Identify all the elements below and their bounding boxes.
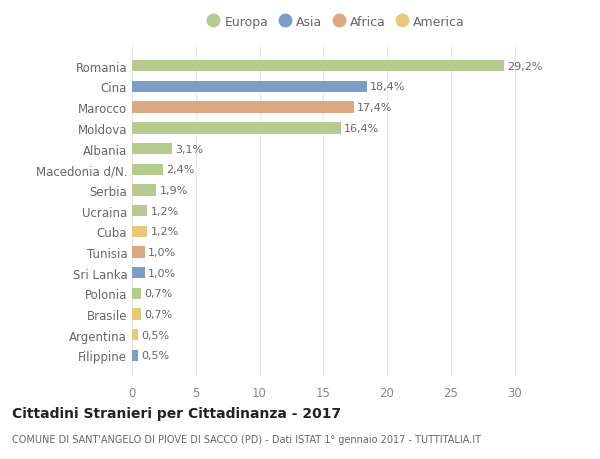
- Bar: [132, 102, 354, 113]
- Text: 29,2%: 29,2%: [508, 62, 543, 72]
- Text: 18,4%: 18,4%: [370, 82, 405, 92]
- Text: 1,9%: 1,9%: [160, 185, 188, 196]
- Bar: [132, 61, 504, 72]
- Bar: [132, 288, 141, 299]
- Text: 0,7%: 0,7%: [144, 309, 172, 319]
- Bar: [132, 185, 156, 196]
- Text: 0,5%: 0,5%: [142, 351, 170, 361]
- Text: Cittadini Stranieri per Cittadinanza - 2017: Cittadini Stranieri per Cittadinanza - 2…: [12, 406, 341, 420]
- Bar: [132, 330, 139, 341]
- Text: 16,4%: 16,4%: [344, 123, 380, 134]
- Bar: [132, 226, 148, 237]
- Bar: [132, 82, 367, 93]
- Text: 0,5%: 0,5%: [142, 330, 170, 340]
- Text: 1,2%: 1,2%: [151, 227, 179, 237]
- Text: 2,4%: 2,4%: [166, 165, 194, 175]
- Text: 3,1%: 3,1%: [175, 144, 203, 154]
- Legend: Europa, Asia, Africa, America: Europa, Asia, Africa, America: [203, 12, 469, 33]
- Bar: [132, 206, 148, 217]
- Text: 1,0%: 1,0%: [148, 247, 176, 257]
- Text: COMUNE DI SANT'ANGELO DI PIOVE DI SACCO (PD) - Dati ISTAT 1° gennaio 2017 - TUTT: COMUNE DI SANT'ANGELO DI PIOVE DI SACCO …: [12, 434, 481, 444]
- Bar: [132, 247, 145, 258]
- Bar: [132, 350, 139, 361]
- Text: 0,7%: 0,7%: [144, 289, 172, 299]
- Bar: [132, 164, 163, 175]
- Bar: [132, 123, 341, 134]
- Bar: [132, 144, 172, 155]
- Text: 1,0%: 1,0%: [148, 268, 176, 278]
- Text: 1,2%: 1,2%: [151, 206, 179, 216]
- Text: 17,4%: 17,4%: [357, 103, 392, 113]
- Bar: [132, 309, 141, 320]
- Bar: [132, 268, 145, 279]
